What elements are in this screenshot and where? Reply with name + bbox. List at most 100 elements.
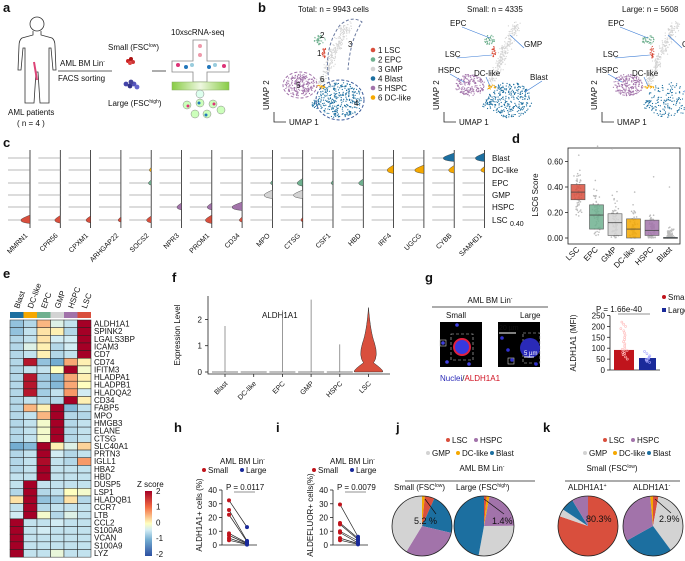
- umap-point-epc: [492, 39, 494, 41]
- y-tick-label: 1: [198, 342, 203, 351]
- umap-point-blast: [510, 110, 512, 112]
- umap-point-blast: [682, 112, 684, 114]
- umap-point-blast: [654, 105, 656, 108]
- umap-point-hspc: [468, 86, 470, 89]
- umap-point-gmp: [334, 56, 336, 58]
- heatmap-cell: [23, 465, 38, 474]
- umap-point-gmp: [504, 41, 506, 43]
- umap-point-hspc: [284, 84, 286, 86]
- umap-point-gmp: [514, 27, 516, 29]
- heatmap-cell: [77, 511, 92, 520]
- jitter-point: [616, 211, 619, 214]
- umap-point-hspc: [623, 94, 625, 96]
- umap-point-hspc: [633, 78, 635, 80]
- umap-point-lsc: [323, 50, 326, 52]
- umap-point-gmp: [346, 38, 348, 40]
- jitter-point: [598, 231, 600, 233]
- umap-point-blast: [671, 88, 673, 91]
- umap-point-lsc: [324, 48, 326, 50]
- umap-point-hspc: [297, 95, 299, 97]
- legend-large: Large: [356, 466, 377, 475]
- umap-point-blast: [657, 101, 659, 104]
- umap-point-hspc: [473, 74, 475, 76]
- umap-point-gmp: [494, 80, 496, 82]
- umap-point-blast: [335, 100, 337, 103]
- umap-point-hspc: [459, 81, 461, 83]
- umap-point-gmp: [500, 51, 502, 53]
- umap-point-hspc: [310, 85, 312, 87]
- umap-point-gmp: [341, 31, 343, 34]
- umap-point-gmp: [346, 28, 348, 31]
- heatmap-cell: [77, 465, 92, 474]
- heatmap-cell: [36, 457, 51, 466]
- umap-point-hspc: [285, 87, 287, 90]
- umap-point-hspc: [294, 75, 296, 77]
- umap-point-blast: [317, 100, 319, 102]
- umap-point-hspc: [624, 90, 626, 92]
- umap-point-gmp: [677, 30, 680, 32]
- umap-point-hspc: [461, 88, 463, 91]
- umap-point-lsc: [651, 45, 653, 48]
- umap-point-hspc: [481, 88, 483, 90]
- pie-slice-DC-like: [650, 496, 653, 526]
- umap-point-blast: [314, 102, 316, 104]
- jitter-point: [578, 181, 581, 184]
- umap-point-gmp: [323, 79, 325, 81]
- heatmap-cell: [50, 472, 65, 481]
- umap-point-blast: [524, 92, 527, 94]
- umap-point-blast: [512, 95, 514, 97]
- umap-point-blast: [511, 96, 513, 98]
- umap-point-blast: [502, 116, 504, 118]
- violin-SOCS2-DC-like: [149, 167, 152, 173]
- jitter-point: [596, 230, 598, 233]
- umap-point-blast: [513, 98, 515, 100]
- umap-point-gmp: [646, 79, 648, 81]
- umap-point-hspc: [622, 94, 624, 96]
- umap-point-hspc: [636, 79, 638, 81]
- umap-point-hspc: [469, 88, 471, 90]
- y-tick-label: 20: [208, 514, 217, 523]
- umap-point-dclike: [321, 86, 323, 88]
- umap-point-epc: [321, 40, 323, 42]
- umap-point-blast: [519, 85, 521, 88]
- umap-point-gmp: [502, 69, 504, 71]
- row-label: CD7: [94, 350, 111, 359]
- violin-scale-label: 0.40: [510, 221, 524, 228]
- cluster-outline: [282, 71, 318, 99]
- jitter-point: [671, 232, 673, 234]
- y-tick-label: 10: [208, 527, 217, 536]
- column-color-Blast: [10, 312, 24, 318]
- umap-point-blast: [322, 87, 325, 90]
- heatmap-cell: [36, 358, 51, 367]
- heatmap-cell: [63, 426, 78, 436]
- umap-point-blast: [518, 115, 520, 117]
- heatmap-cell: [50, 388, 65, 397]
- umap-point-blast: [360, 100, 362, 102]
- umap-point-blast: [348, 105, 351, 108]
- umap-point-blast: [352, 112, 354, 114]
- umap-point-hspc: [613, 81, 615, 83]
- heatmap-cell: [63, 388, 78, 397]
- umap-point-gmp: [503, 46, 505, 48]
- umap-point-hspc: [291, 79, 293, 82]
- paired-header: AML BM Lin-: [220, 457, 265, 466]
- umap-point-epc: [647, 40, 649, 43]
- umap-point-blast: [349, 113, 351, 116]
- umap-point-gmp: [491, 72, 493, 74]
- umap-point-blast: [328, 108, 331, 111]
- umap-point-hspc: [617, 81, 619, 83]
- umap-point-blast: [656, 99, 658, 101]
- umap-point-hspc: [308, 88, 310, 90]
- umap-point-gmp: [663, 49, 665, 52]
- umap-point-blast: [337, 86, 339, 88]
- umap-point-hspc: [297, 81, 300, 83]
- umap-point-hspc: [473, 81, 475, 83]
- umap-point-blast: [334, 89, 336, 91]
- heatmap-cell: [50, 350, 65, 359]
- umap-point-blast: [342, 113, 344, 115]
- umap-point-gmp: [349, 30, 351, 32]
- umap-point-gmp: [664, 32, 666, 34]
- umap-point-hspc: [471, 90, 473, 92]
- heatmap-cell: [23, 488, 38, 497]
- umap-point-blast: [353, 102, 356, 104]
